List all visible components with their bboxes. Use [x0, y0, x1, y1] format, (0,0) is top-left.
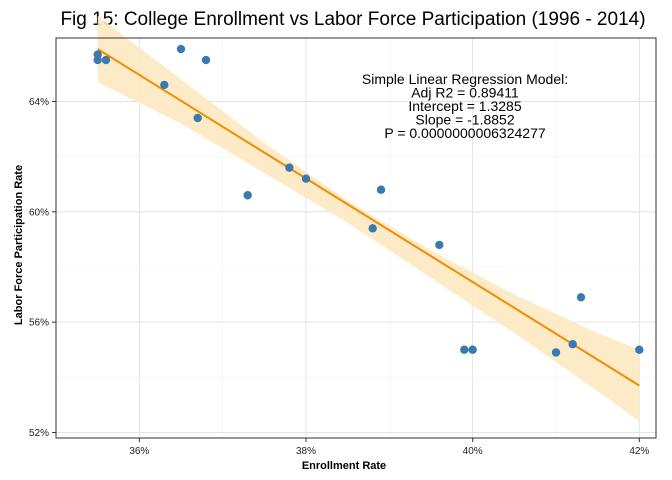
panel-border [55, 37, 657, 439]
x-axis-title: Enrollment Rate [302, 460, 386, 472]
data-point [301, 174, 311, 183]
data-point [101, 55, 111, 65]
regression-annotation: Simple Linear Regression Model:Adj R2 = … [362, 71, 568, 141]
data-point [201, 55, 211, 65]
annotation-line: Slope = -1.8852 [415, 112, 514, 128]
data-point [468, 345, 477, 354]
data-point [368, 224, 377, 233]
data-point [635, 345, 644, 354]
data-point [193, 113, 202, 123]
regression-line [97, 48, 640, 387]
annotation-line: Simple Linear Regression Model: [362, 71, 568, 87]
x-tick-label: 36% [129, 446, 149, 457]
data-point [376, 185, 386, 194]
data-point [435, 240, 444, 250]
y-axis: 52% 56% 60% 64% [29, 97, 56, 439]
plot-area [55, 15, 657, 439]
x-tick-label: 40% [463, 446, 483, 457]
y-tick-label: 52% [29, 428, 49, 439]
y-axis-title: Labor Force Participation Rate [13, 165, 25, 325]
x-tick-label: 42% [629, 446, 649, 457]
data-point [93, 55, 102, 65]
x-tick-label: 38% [296, 446, 316, 457]
confidence-band [97, 15, 640, 422]
y-tick-label: 64% [29, 97, 49, 108]
data-point [243, 191, 252, 200]
data-point [176, 44, 186, 54]
x-axis: 36% 38% 40% 42% [129, 438, 649, 457]
y-tick-label: 60% [29, 207, 49, 218]
data-point [285, 163, 294, 172]
annotation-line: Intercept = 1.3285 [408, 98, 521, 114]
data-point [160, 80, 169, 90]
annotation-line: P = 0.0000000006324277 [384, 125, 546, 141]
data-point [460, 345, 469, 354]
data-point [568, 340, 577, 349]
data-point [551, 348, 561, 357]
annotation-line: Adj R2 = 0.89411 [411, 85, 519, 101]
y-tick-label: 56% [29, 318, 49, 329]
chart-title: Fig 15: College Enrollment vs Labor Forc… [60, 9, 645, 30]
data-point [576, 293, 586, 302]
